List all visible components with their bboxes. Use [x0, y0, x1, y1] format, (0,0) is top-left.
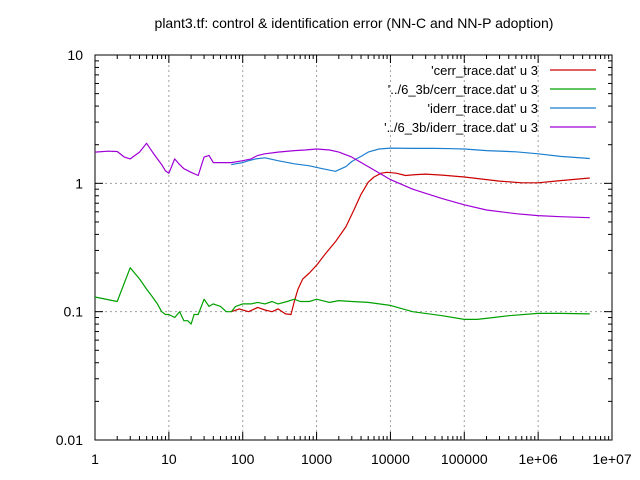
x-tick-label: 10 — [161, 451, 177, 467]
legend-label-4: '../6_3b/iderr_trace.dat' u 3 — [384, 120, 538, 135]
series-layer — [94, 142, 590, 325]
y-tick-label: 0.1 — [64, 304, 84, 320]
legend-label-2: '../6_3b/cerr_trace.dat' u 3 — [388, 82, 538, 97]
legend: 'cerr_trace.dat' u 3 '../6_3b/cerr_trace.… — [384, 63, 596, 135]
x-tick-label: 1e+06 — [518, 451, 558, 467]
x-tick-label: 1 — [91, 451, 99, 467]
series-line-4 — [94, 142, 590, 219]
x-tick-label: 10000 — [371, 451, 410, 467]
series-line-3 — [231, 147, 590, 172]
y-tick-label: 0.01 — [56, 432, 83, 448]
series-line-2 — [94, 267, 590, 325]
y-tick-label: 10 — [67, 47, 83, 63]
x-tick-label: 1000 — [301, 451, 332, 467]
tick-layer: 1 10 100 1000 10000 100000 1e+06 1e+07 0.01 0.1 1 1… — [56, 47, 632, 467]
legend-label-1: 'cerr_trace.dat' u 3 — [431, 63, 538, 78]
series-line-1 — [231, 171, 590, 316]
x-tick-label: 100 — [231, 451, 255, 467]
legend-label-3: 'iderr_trace.dat' u 3 — [428, 101, 538, 116]
plot-frame-layer — [94, 54, 613, 441]
x-tick-label: 100000 — [441, 451, 488, 467]
plot-frame — [94, 54, 613, 441]
y-tick-label: 1 — [75, 175, 83, 191]
x-tick-label: 1e+07 — [592, 451, 632, 467]
chart-title: plant3.tf: control & identification erro… — [155, 15, 554, 31]
